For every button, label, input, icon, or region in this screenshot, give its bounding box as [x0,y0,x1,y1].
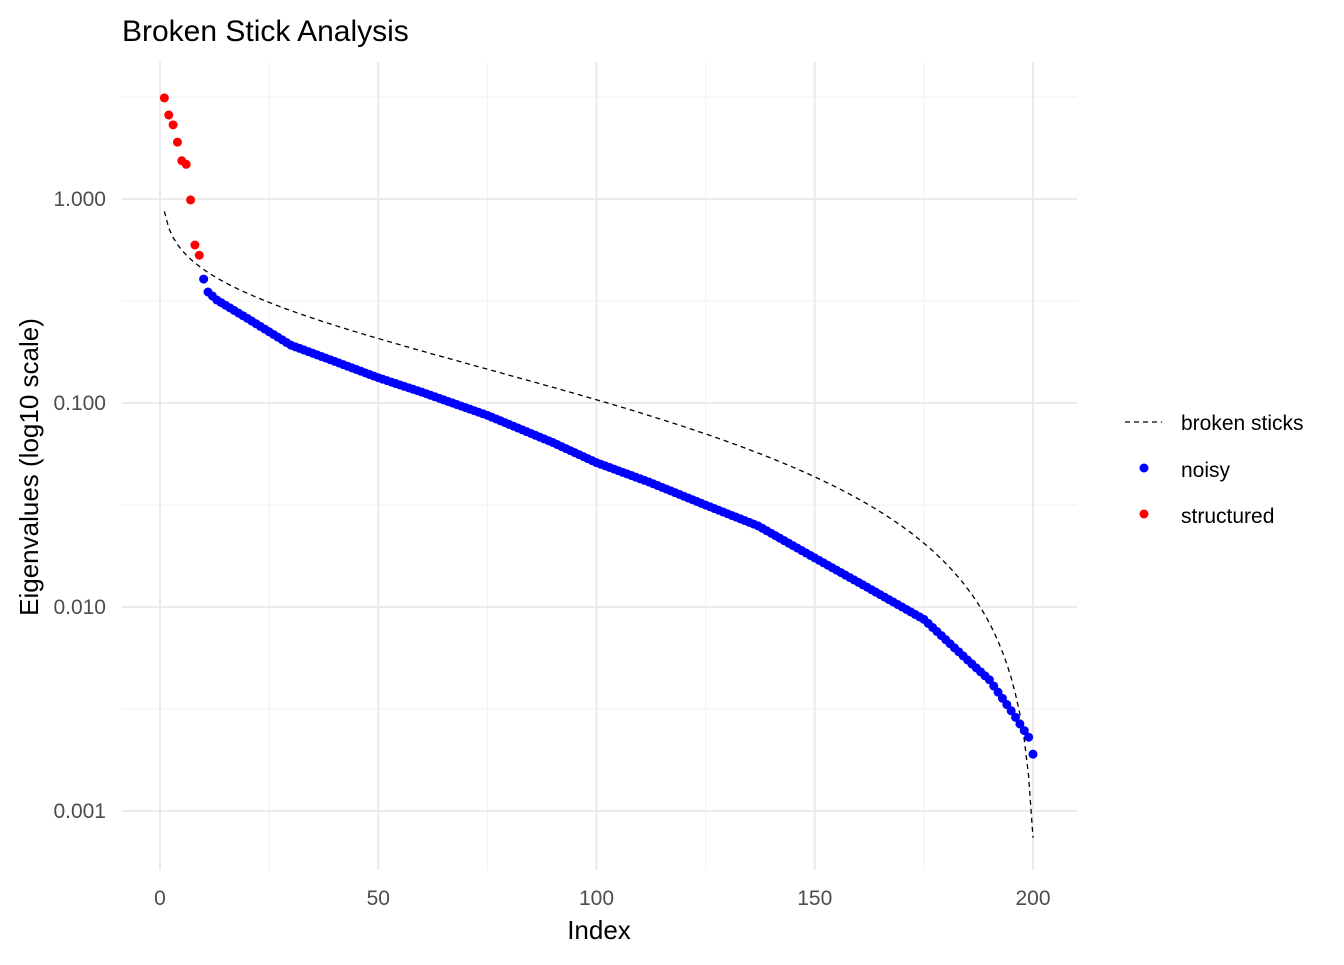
noisy-point [1024,732,1034,742]
structured-point [172,137,182,147]
points [159,93,1038,759]
noisy-point [1019,726,1029,736]
legend-key-noisy [1139,463,1149,473]
legend: broken sticks noisy structured [1125,412,1304,528]
x-axis-label: Index [567,915,631,945]
legend-key-structured [1139,509,1149,519]
legend-label-structured: structured [1181,505,1274,528]
noisy-point [1015,719,1025,729]
x-tick-label: 200 [1015,887,1050,910]
y-tick-label: 0.100 [53,392,106,415]
x-tick-label: 100 [579,887,614,910]
structured-point [159,93,169,103]
x-tick-label: 50 [367,887,390,910]
x-tick-label: 0 [154,887,166,910]
structured-point [194,250,204,260]
legend-label-broken-sticks: broken sticks [1181,412,1304,435]
structured-point [190,240,200,250]
broken-sticks-line [163,211,1034,838]
y-axis-label: Eigenvalues (log10 scale) [14,318,44,616]
x-tick-label: 150 [797,887,832,910]
y-tick-label: 0.001 [53,800,106,823]
noisy-point [1028,749,1038,759]
noisy-point [1006,706,1016,716]
legend-label-noisy: noisy [1181,459,1231,482]
grid [122,62,1077,870]
y-tick-label: 1.000 [53,188,106,211]
axis-ticks: 0 50 100 150 200 0.001 0.010 0.100 1.000 [53,188,1050,910]
noisy-point [1011,712,1021,722]
noisy-point [199,274,209,284]
structured-point [186,195,196,205]
y-tick-label: 0.010 [53,596,106,619]
structured-point [168,120,178,130]
chart-title: Broken Stick Analysis [122,15,409,48]
structured-point [164,110,174,120]
structured-point [181,159,191,169]
